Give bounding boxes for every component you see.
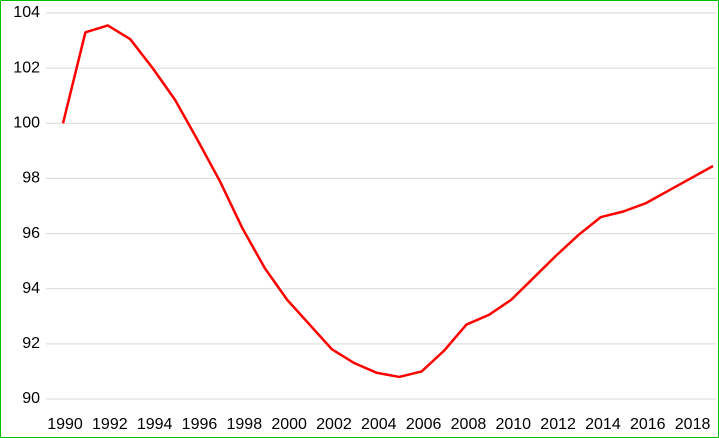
x-tick-label: 2012 [540,416,576,433]
x-tick-label: 2010 [495,416,531,433]
x-tick-label: 2018 [675,416,711,433]
x-tick-label: 1990 [47,416,83,433]
x-tick-label: 1998 [227,416,263,433]
y-tick-label: 96 [22,225,40,242]
x-tick-label: 1994 [137,416,173,433]
x-tick-label: 2008 [451,416,487,433]
x-tick-label: 1992 [92,416,128,433]
x-tick-label: 2006 [406,416,442,433]
x-tick-label: 2002 [316,416,352,433]
y-tick-label: 92 [22,335,40,352]
y-tick-label: 102 [13,59,40,76]
y-tick-label: 104 [13,4,40,21]
x-tick-label: 2016 [630,416,666,433]
x-tick-label: 2000 [271,416,307,433]
x-tick-label: 2004 [361,416,397,433]
y-tick-label: 90 [22,390,40,407]
y-tick-label: 94 [22,280,40,297]
y-tick-label: 100 [13,115,40,132]
x-tick-label: 2014 [585,416,621,433]
line-series [61,24,714,379]
y-tick-label: 98 [22,170,40,187]
x-tick-label: 1996 [182,416,218,433]
